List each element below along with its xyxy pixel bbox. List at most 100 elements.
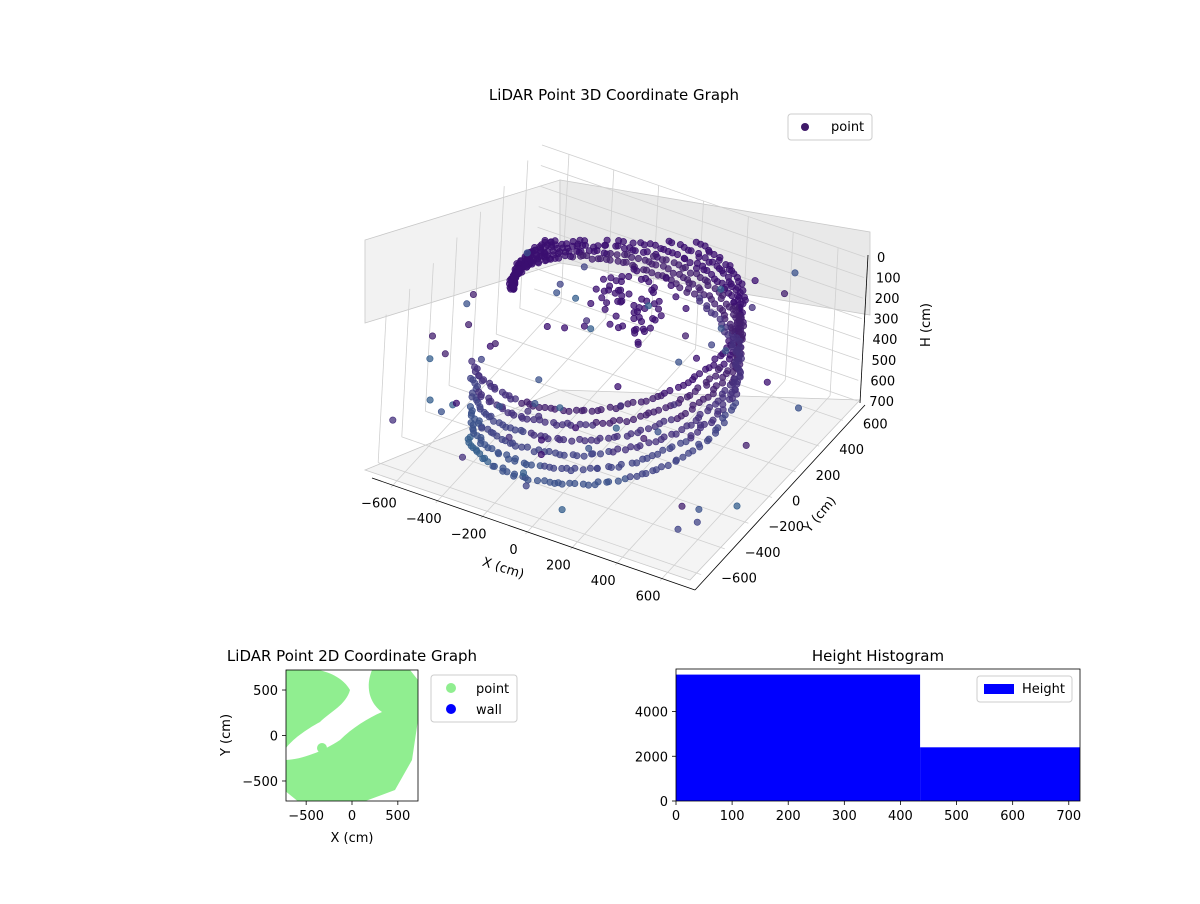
point-marker — [716, 254, 724, 262]
point-marker — [441, 350, 449, 358]
point-marker — [594, 478, 602, 486]
point-marker — [586, 464, 594, 472]
point-marker — [533, 477, 541, 485]
grid-line-z — [541, 144, 866, 258]
point-marker — [601, 241, 609, 249]
point-marker — [645, 439, 653, 447]
point-marker — [606, 320, 614, 328]
grid-3d — [377, 144, 866, 581]
legend-histogram-frame — [976, 675, 1073, 703]
y-tick-label: 600 — [863, 417, 888, 432]
point-marker — [668, 443, 676, 451]
point-marker — [511, 457, 519, 465]
point-marker — [465, 321, 473, 329]
z-tick-label: 700 — [869, 395, 894, 410]
point-marker — [692, 354, 700, 362]
point-marker — [597, 406, 605, 414]
point-marker — [495, 402, 503, 410]
point-marker — [545, 447, 553, 455]
x-tick-label: 0 — [672, 809, 680, 824]
point-marker — [573, 247, 581, 255]
point-marker — [695, 250, 703, 258]
point-marker — [794, 404, 802, 412]
point-cloud-upper — [286, 670, 350, 748]
x-tick-label: −500 — [288, 809, 324, 824]
point-marker — [627, 443, 635, 451]
legend-3d: point — [787, 113, 873, 141]
point-marker — [731, 386, 739, 394]
legend-2d: point wall — [430, 674, 518, 723]
point-marker — [625, 290, 633, 298]
point-marker — [641, 256, 649, 264]
point-marker — [600, 249, 608, 257]
point-marker — [553, 289, 561, 297]
point-marker — [705, 375, 713, 383]
chart-2d-xlabel: X (cm) — [331, 831, 374, 846]
grid-line-y-wall — [401, 288, 411, 437]
grid-line-y — [378, 462, 702, 575]
point-marker — [613, 251, 621, 259]
chart-2d-title: LiDAR Point 2D Coordinate Graph — [227, 647, 477, 665]
point-marker — [708, 270, 716, 278]
histogram-frame — [675, 668, 1081, 802]
point-marker — [637, 275, 645, 283]
point-marker — [687, 432, 695, 440]
point-marker — [625, 272, 633, 280]
point-marker — [696, 421, 704, 429]
point-marker — [716, 315, 724, 323]
point-marker — [426, 396, 434, 404]
point-marker — [646, 324, 654, 332]
x-tick-label: −600 — [361, 496, 397, 511]
point-marker — [667, 416, 675, 424]
point-marker — [593, 464, 601, 472]
point-marker — [626, 473, 634, 481]
legend-2d-marker-wall — [446, 704, 456, 714]
point-marker — [623, 418, 631, 426]
point-marker — [558, 506, 566, 514]
point-marker — [463, 300, 471, 308]
x-tick-label: 200 — [776, 809, 801, 824]
point-marker — [639, 248, 647, 256]
point-marker — [612, 277, 620, 285]
point-marker — [657, 312, 665, 320]
point-marker — [582, 421, 590, 429]
legend-2d-label-point: point — [476, 682, 509, 697]
y-tick-label: 4000 — [635, 706, 668, 721]
point-marker — [505, 455, 513, 463]
point-marker — [676, 241, 684, 249]
point-marker — [695, 370, 703, 378]
point-marker — [657, 463, 665, 471]
point-marker — [721, 411, 729, 419]
point-marker — [633, 459, 641, 467]
grid-line-y-wall — [519, 160, 529, 309]
point-marker — [662, 274, 670, 282]
point-marker — [452, 399, 460, 407]
y-tick-label: 500 — [253, 684, 278, 699]
point-marker — [704, 393, 712, 401]
chart-histogram: Height Histogram 0 100 200 300 400 500 600 7000… — [635, 647, 1081, 824]
point-marker — [634, 338, 642, 346]
histogram-title: Height Histogram — [812, 647, 944, 665]
point-marker — [592, 285, 600, 293]
histogram-bar-1 — [920, 747, 1080, 801]
y-axis-label: Y (cm) — [800, 494, 839, 537]
x-axis-label: X (cm) — [480, 555, 526, 583]
point-marker — [588, 407, 596, 415]
point-marker — [614, 445, 622, 453]
point-marker — [488, 445, 496, 453]
y-tick-label: −600 — [721, 572, 757, 587]
point-marker — [672, 430, 680, 438]
x-tick-label: 500 — [944, 809, 969, 824]
z-tick-label: 400 — [873, 333, 898, 348]
point-marker — [491, 385, 499, 393]
grid-line-y — [496, 333, 820, 447]
point-marker — [721, 386, 729, 394]
legend-histogram: Height — [976, 675, 1073, 703]
point-marker — [581, 437, 589, 445]
point-marker — [617, 402, 625, 410]
chart-2d-ylabel: Y (cm) — [219, 714, 234, 757]
point-marker — [531, 399, 539, 407]
point-marker — [686, 391, 694, 399]
point-marker — [675, 270, 683, 278]
